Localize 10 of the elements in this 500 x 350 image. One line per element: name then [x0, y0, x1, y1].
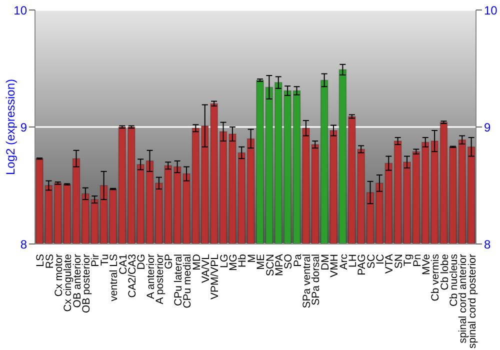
y-tick-label: 9	[20, 120, 28, 134]
y2-tick-label: 10	[484, 3, 498, 18]
x-tick-label: MVe	[420, 254, 432, 276]
x-tick-label: Tg	[402, 254, 414, 266]
y-tick-label: 10	[14, 3, 28, 18]
x-tick-label: Cb lobe	[438, 254, 451, 290]
y-axis-title: Log2 (expression)	[3, 78, 18, 176]
y2-tick-label: 9	[484, 120, 491, 134]
y2-tick-label: 8	[484, 237, 491, 252]
y-tick-label: 8	[20, 237, 28, 252]
